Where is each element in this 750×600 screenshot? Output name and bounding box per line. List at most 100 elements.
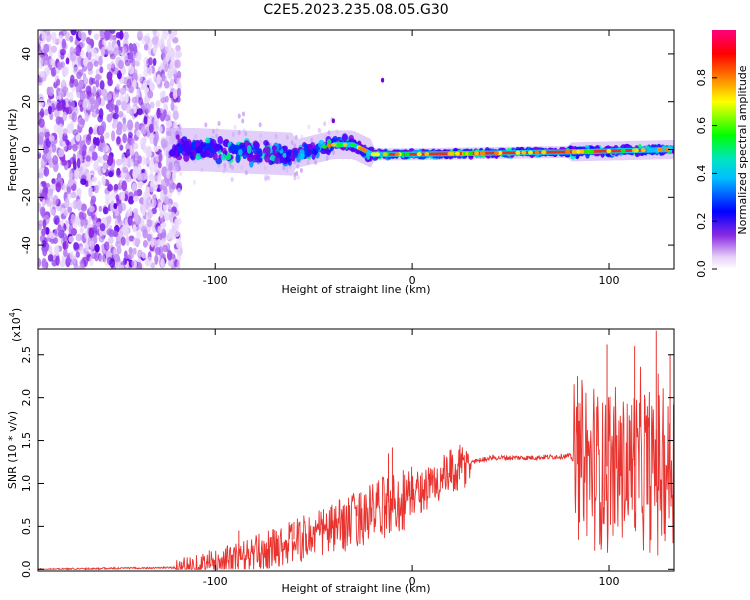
noise-blob — [107, 215, 112, 224]
noise-blob — [172, 171, 176, 182]
ridge-blob — [299, 149, 305, 157]
ridge-spot — [330, 142, 336, 147]
noise-blob — [113, 67, 119, 76]
x-tick-label: -100 — [203, 575, 228, 588]
noise-blob — [163, 30, 168, 40]
noise-blob — [53, 215, 60, 225]
noise-blob — [153, 163, 159, 174]
noise-blob — [50, 208, 56, 216]
noise-blob — [85, 101, 91, 111]
noise-blob — [125, 148, 131, 157]
noise-blob — [82, 100, 87, 109]
noise-blob — [93, 184, 99, 194]
noise-blob — [127, 195, 135, 205]
ridge-spot — [447, 151, 453, 156]
noise-blob — [45, 66, 51, 76]
noise-blob — [93, 224, 98, 232]
noise-blob — [125, 235, 130, 247]
noise-blob — [86, 44, 92, 53]
spectrogram-xlabel: Height of straight line (km) — [281, 283, 430, 296]
noise-blob — [73, 78, 79, 88]
noise-blob — [166, 37, 171, 49]
noise-blob — [108, 236, 114, 245]
noise-blob — [117, 59, 124, 70]
ridge-blob — [271, 145, 277, 151]
noise-blob — [93, 99, 100, 110]
noise-blob — [176, 187, 182, 196]
noise-blob — [138, 250, 144, 258]
noise-blob — [121, 180, 128, 192]
ridge-blob — [284, 157, 292, 163]
noise-blob — [141, 126, 147, 135]
ridge-blob — [282, 152, 287, 158]
noise-blob — [84, 229, 90, 240]
noise-blob — [141, 140, 146, 150]
ridge-spot — [494, 150, 500, 155]
noise-blob — [147, 90, 154, 99]
ridge-spot — [640, 148, 646, 153]
noise-blob — [80, 203, 87, 212]
noise-blob — [233, 124, 237, 130]
noise-blob — [38, 118, 45, 128]
noise-blob — [126, 78, 132, 89]
noise-blob — [68, 235, 74, 243]
noise-blob — [142, 239, 148, 248]
noise-blob — [95, 79, 100, 88]
noise-blob — [70, 74, 75, 84]
noise-blob — [98, 108, 104, 120]
ridge-blob — [263, 140, 269, 146]
noise-blob — [49, 232, 56, 240]
noise-blob — [132, 224, 137, 233]
noise-blob — [114, 218, 119, 227]
noise-blob — [85, 134, 92, 146]
colorbar-tick-label: 0.8 — [695, 69, 708, 87]
y-tick-label: 0.0 — [20, 561, 33, 579]
y-tick-label: 2.5 — [20, 346, 33, 364]
ridge-spot — [583, 149, 589, 154]
noise-blob — [41, 239, 47, 248]
noise-blob — [162, 109, 167, 118]
noise-blob — [119, 94, 125, 103]
noise-blob — [153, 135, 158, 147]
noise-blob — [70, 191, 77, 199]
noise-blob — [70, 30, 77, 36]
noise-blob — [176, 70, 182, 80]
noise-blob — [176, 96, 181, 103]
ridge-spot — [404, 152, 410, 157]
noise-blob — [149, 186, 154, 193]
noise-blob — [107, 183, 114, 192]
noise-blob — [69, 202, 75, 209]
noise-blob — [68, 223, 74, 235]
noise-blob — [129, 158, 134, 167]
y-tick-label: 0 — [20, 146, 33, 153]
ridge-spot — [571, 149, 577, 154]
noise-blob — [68, 168, 73, 180]
ridge-blob — [220, 153, 226, 161]
noise-blob — [137, 155, 143, 164]
noise-blob — [38, 219, 44, 227]
noise-blob — [99, 80, 105, 90]
noise-blob — [149, 101, 155, 109]
snr-panel: -100 0 100 0.0 0.5 1.0 1.5 2.0 2.5 Height of str… — [6, 308, 675, 595]
noise-blob — [172, 225, 177, 236]
noise-blob — [143, 43, 149, 51]
ridge-spot — [326, 143, 332, 148]
y-tick-label: 0.5 — [20, 518, 33, 536]
noise-blob — [98, 253, 106, 263]
noise-blob — [41, 192, 47, 199]
noise-blob — [54, 110, 60, 118]
noise-blob — [138, 97, 144, 106]
ridge-blob — [205, 142, 213, 148]
isolated-point — [331, 118, 335, 124]
noise-blob — [167, 259, 174, 267]
noise-blob — [172, 110, 179, 121]
noise-blob — [128, 42, 133, 52]
x-tick-label: 100 — [599, 575, 620, 588]
noise-blob — [154, 181, 159, 189]
snr-ticks: -100 0 100 0.0 0.5 1.0 1.5 2.0 2.5 — [20, 329, 674, 588]
noise-blob — [217, 120, 221, 126]
noise-blob — [241, 118, 245, 124]
noise-blob — [87, 178, 93, 187]
noise-blob — [258, 122, 262, 128]
noise-blob — [57, 126, 62, 135]
